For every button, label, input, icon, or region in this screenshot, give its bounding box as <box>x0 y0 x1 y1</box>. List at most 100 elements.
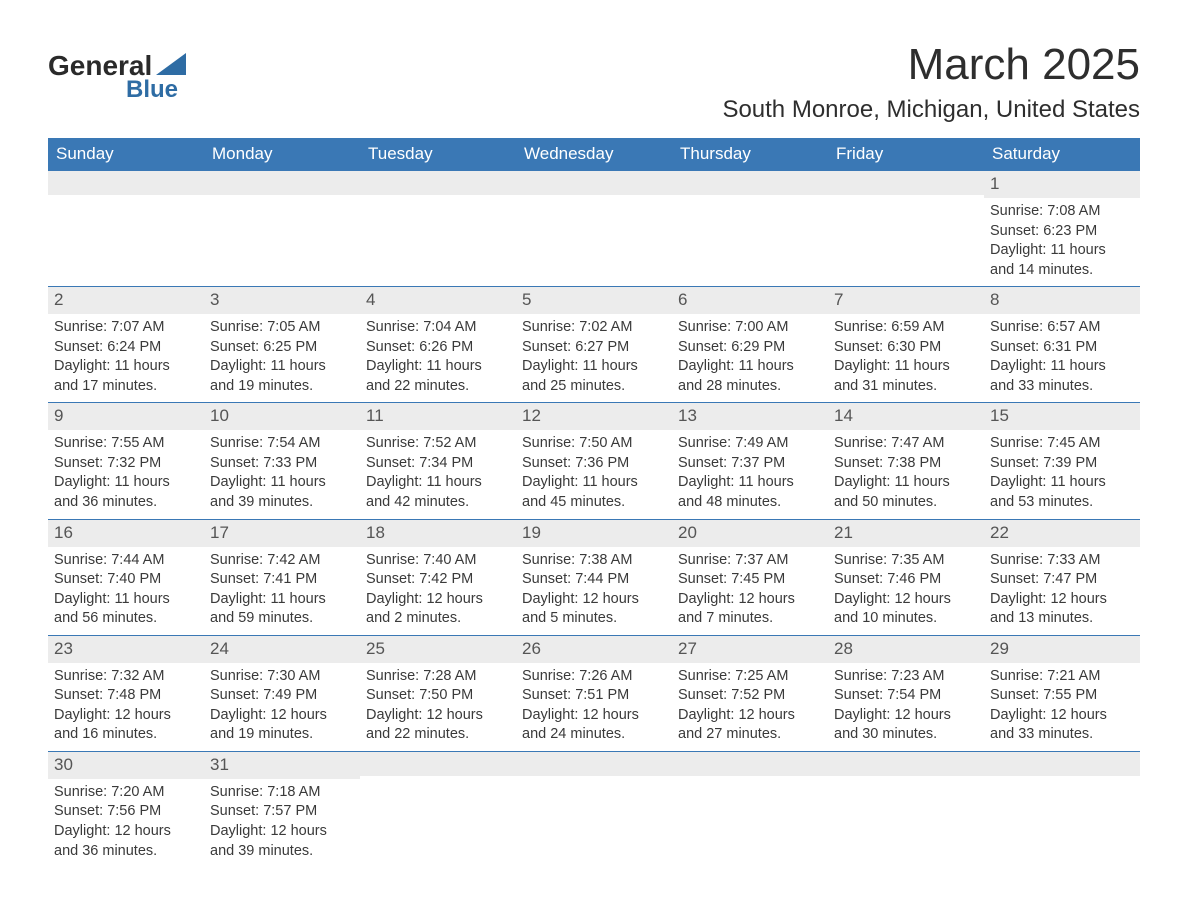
sunset-line: Sunset: 6:30 PM <box>834 338 978 358</box>
daylight-label: Daylight: <box>522 591 582 607</box>
day-number: 23 <box>48 636 204 663</box>
week-row: 16Sunrise: 7:44 AMSunset: 7:40 PMDayligh… <box>48 519 1140 635</box>
day-cell: 23Sunrise: 7:32 AMSunset: 7:48 PMDayligh… <box>48 636 204 751</box>
daylight-line: Daylight: 11 hours and 19 minutes. <box>210 357 354 396</box>
day-cell: 8Sunrise: 6:57 AMSunset: 6:31 PMDaylight… <box>984 287 1140 402</box>
daylight-label: Daylight: <box>210 591 270 607</box>
daylight-line: Daylight: 11 hours and 14 minutes. <box>990 241 1134 280</box>
weekday-header: Saturday <box>984 138 1140 170</box>
sunrise-value: 7:52 AM <box>423 435 476 451</box>
sunset-line: Sunset: 7:54 PM <box>834 686 978 706</box>
sunrise-label: Sunrise: <box>210 435 267 451</box>
sunset-label: Sunset: <box>522 339 575 355</box>
daylight-line: Daylight: 11 hours and 36 minutes. <box>54 473 198 512</box>
sunrise-label: Sunrise: <box>366 552 423 568</box>
day-number: 25 <box>360 636 516 663</box>
sunrise-line: Sunrise: 7:38 AM <box>522 551 666 571</box>
daylight-line: Daylight: 12 hours and 10 minutes. <box>834 590 978 629</box>
daylight-label: Daylight: <box>678 591 738 607</box>
location-subtitle: South Monroe, Michigan, United States <box>722 96 1140 124</box>
sunset-label: Sunset: <box>54 687 107 703</box>
sunset-line: Sunset: 6:23 PM <box>990 222 1134 242</box>
sunset-label: Sunset: <box>522 687 575 703</box>
day-cell: 25Sunrise: 7:28 AMSunset: 7:50 PMDayligh… <box>360 636 516 751</box>
sunset-line: Sunset: 7:34 PM <box>366 454 510 474</box>
sunrise-label: Sunrise: <box>210 784 267 800</box>
sunrise-line: Sunrise: 7:35 AM <box>834 551 978 571</box>
sunset-line: Sunset: 7:48 PM <box>54 686 198 706</box>
sunrise-line: Sunrise: 7:47 AM <box>834 434 978 454</box>
daylight-label: Daylight: <box>54 591 114 607</box>
sunrise-label: Sunrise: <box>522 435 579 451</box>
week-row: 1Sunrise: 7:08 AMSunset: 6:23 PMDaylight… <box>48 170 1140 286</box>
sunrise-line: Sunrise: 7:25 AM <box>678 667 822 687</box>
title-block: March 2025 South Monroe, Michigan, Unite… <box>722 40 1140 124</box>
day-number: 28 <box>828 636 984 663</box>
daylight-label: Daylight: <box>834 474 894 490</box>
sunrise-label: Sunrise: <box>990 552 1047 568</box>
day-cell: 3Sunrise: 7:05 AMSunset: 6:25 PMDaylight… <box>204 287 360 402</box>
day-cell: 31Sunrise: 7:18 AMSunset: 7:57 PMDayligh… <box>204 752 360 867</box>
sunrise-value: 7:23 AM <box>891 668 944 684</box>
weekday-header: Monday <box>204 138 360 170</box>
sunrise-label: Sunrise: <box>54 435 111 451</box>
sunset-label: Sunset: <box>990 687 1043 703</box>
sunrise-label: Sunrise: <box>210 668 267 684</box>
sunrise-line: Sunrise: 7:04 AM <box>366 318 510 338</box>
sunset-line: Sunset: 7:38 PM <box>834 454 978 474</box>
empty-day-cell <box>48 171 204 286</box>
calendar: SundayMondayTuesdayWednesdayThursdayFrid… <box>48 138 1140 867</box>
weekday-header: Thursday <box>672 138 828 170</box>
sunset-value: 7:46 PM <box>887 571 941 587</box>
day-cell: 22Sunrise: 7:33 AMSunset: 7:47 PMDayligh… <box>984 520 1140 635</box>
day-number: 19 <box>516 520 672 547</box>
sunset-label: Sunset: <box>678 339 731 355</box>
daylight-label: Daylight: <box>834 707 894 723</box>
day-cell: 27Sunrise: 7:25 AMSunset: 7:52 PMDayligh… <box>672 636 828 751</box>
empty-day-cell <box>516 752 672 867</box>
daylight-line: Daylight: 11 hours and 59 minutes. <box>210 590 354 629</box>
sunset-label: Sunset: <box>366 455 419 471</box>
sunrise-value: 7:50 AM <box>579 435 632 451</box>
sunset-line: Sunset: 7:52 PM <box>678 686 822 706</box>
day-number: 2 <box>48 287 204 314</box>
sunrise-line: Sunrise: 7:02 AM <box>522 318 666 338</box>
sunrise-line: Sunrise: 7:20 AM <box>54 783 198 803</box>
day-number: 24 <box>204 636 360 663</box>
daylight-label: Daylight: <box>990 358 1050 374</box>
logo-text-blue: Blue <box>126 76 178 104</box>
daylight-line: Daylight: 11 hours and 42 minutes. <box>366 473 510 512</box>
sunset-label: Sunset: <box>54 571 107 587</box>
empty-day-cell <box>828 752 984 867</box>
empty-day-cell <box>672 171 828 286</box>
sunset-label: Sunset: <box>834 571 887 587</box>
daylight-label: Daylight: <box>366 707 426 723</box>
daylight-line: Daylight: 12 hours and 24 minutes. <box>522 706 666 745</box>
sunset-label: Sunset: <box>678 455 731 471</box>
day-number: 13 <box>672 403 828 430</box>
sunset-value: 7:34 PM <box>419 455 473 471</box>
daylight-line: Daylight: 11 hours and 48 minutes. <box>678 473 822 512</box>
sunset-value: 7:54 PM <box>887 687 941 703</box>
daylight-label: Daylight: <box>834 358 894 374</box>
sunset-value: 7:51 PM <box>575 687 629 703</box>
sunrise-value: 7:26 AM <box>579 668 632 684</box>
daylight-label: Daylight: <box>210 823 270 839</box>
sunrise-line: Sunrise: 7:50 AM <box>522 434 666 454</box>
sunrise-value: 7:02 AM <box>579 319 632 335</box>
sunrise-label: Sunrise: <box>990 319 1047 335</box>
sunset-line: Sunset: 7:37 PM <box>678 454 822 474</box>
empty-daynum-bar <box>828 752 984 776</box>
sunrise-label: Sunrise: <box>522 319 579 335</box>
day-number: 10 <box>204 403 360 430</box>
day-number: 26 <box>516 636 672 663</box>
sunrise-label: Sunrise: <box>522 668 579 684</box>
sunset-label: Sunset: <box>54 339 107 355</box>
empty-day-cell <box>672 752 828 867</box>
sunset-label: Sunset: <box>210 339 263 355</box>
day-cell: 4Sunrise: 7:04 AMSunset: 6:26 PMDaylight… <box>360 287 516 402</box>
weekday-header: Sunday <box>48 138 204 170</box>
day-cell: 24Sunrise: 7:30 AMSunset: 7:49 PMDayligh… <box>204 636 360 751</box>
sunrise-label: Sunrise: <box>834 552 891 568</box>
sunset-line: Sunset: 7:45 PM <box>678 570 822 590</box>
